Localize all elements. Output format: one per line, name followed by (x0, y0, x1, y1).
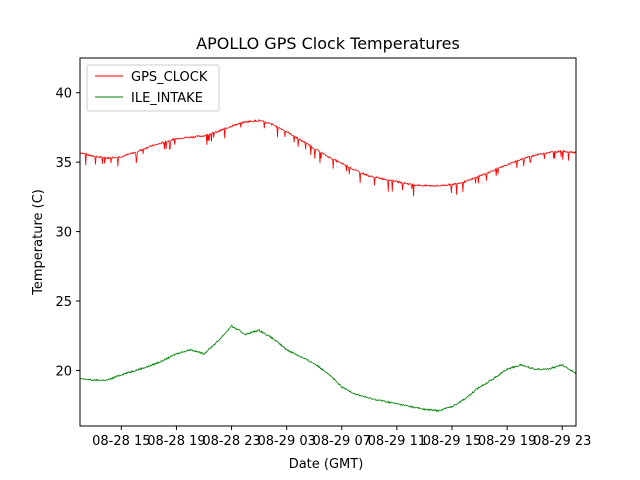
chart-title: APOLLO GPS Clock Temperatures (196, 34, 460, 53)
x-tick-label: 08-28 23 (202, 434, 260, 449)
y-tick-label: 30 (55, 226, 72, 241)
y-tick-label: 25 (55, 295, 72, 310)
y-axis: 20 25 30 35 40 (55, 87, 80, 379)
y-tick-label: 20 (55, 364, 72, 379)
x-tick-label: 08-29 19 (478, 434, 536, 449)
y-tick-label: 35 (55, 156, 72, 171)
series-line-ile-intake (79, 324, 577, 413)
legend-label-gps-clock: GPS_CLOCK (131, 70, 208, 85)
series-line-gps-clock (79, 119, 577, 197)
x-tick-label: 08-29 23 (533, 434, 591, 449)
y-tick-label: 40 (55, 87, 72, 102)
legend: GPS_CLOCK ILE_INTAKE (86, 64, 220, 112)
x-tick-label: 08-28 15 (92, 434, 150, 449)
x-tick-label: 08-29 11 (368, 434, 426, 449)
y-axis-label: Temperature (C) (31, 189, 46, 296)
x-tick-label: 08-29 07 (313, 434, 371, 449)
series-lines (79, 119, 577, 413)
x-axis-label: Date (GMT) (289, 457, 364, 472)
legend-label-ile-intake: ILE_INTAKE (131, 91, 203, 106)
x-tick-label: 08-28 19 (147, 434, 205, 449)
x-tick-label: 08-29 15 (423, 434, 481, 449)
plot-area-frame (79, 57, 577, 427)
x-tick-label: 08-29 03 (257, 434, 315, 449)
